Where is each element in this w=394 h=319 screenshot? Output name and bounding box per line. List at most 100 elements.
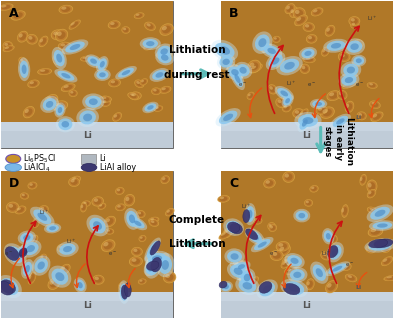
Ellipse shape [351,18,355,21]
Ellipse shape [140,79,147,85]
Ellipse shape [369,227,382,236]
Ellipse shape [40,70,45,72]
Ellipse shape [145,22,155,30]
Ellipse shape [347,67,355,73]
Ellipse shape [62,40,88,55]
Ellipse shape [54,56,60,63]
Ellipse shape [156,107,159,109]
Ellipse shape [52,100,68,111]
Ellipse shape [282,95,290,101]
Ellipse shape [121,26,130,34]
Ellipse shape [294,15,308,26]
Ellipse shape [303,117,314,124]
Ellipse shape [369,239,388,248]
Ellipse shape [285,4,295,13]
Ellipse shape [165,208,175,216]
Ellipse shape [284,259,288,263]
Ellipse shape [302,56,316,63]
Ellipse shape [316,106,328,115]
Ellipse shape [5,247,19,261]
Ellipse shape [278,245,290,256]
Ellipse shape [82,93,104,110]
Ellipse shape [98,203,106,209]
Ellipse shape [132,258,136,262]
Ellipse shape [99,72,106,77]
Ellipse shape [229,63,233,70]
Ellipse shape [47,96,56,104]
FancyBboxPatch shape [1,1,173,122]
Ellipse shape [322,47,329,56]
Ellipse shape [32,219,39,227]
Ellipse shape [129,214,135,223]
Ellipse shape [134,12,145,19]
Ellipse shape [308,36,315,42]
Ellipse shape [132,93,136,96]
Ellipse shape [150,241,160,255]
Ellipse shape [228,62,234,71]
Ellipse shape [93,221,102,230]
Ellipse shape [59,246,63,249]
Ellipse shape [167,210,173,215]
Ellipse shape [345,82,354,87]
Ellipse shape [247,209,254,213]
Ellipse shape [266,52,285,70]
Ellipse shape [25,109,29,113]
Ellipse shape [91,97,97,108]
Ellipse shape [296,211,308,221]
Ellipse shape [0,278,19,295]
Ellipse shape [117,205,121,208]
Ellipse shape [20,61,29,78]
Ellipse shape [271,251,282,260]
Ellipse shape [331,236,336,242]
Ellipse shape [7,246,24,263]
Ellipse shape [39,36,48,47]
Ellipse shape [136,81,142,86]
Ellipse shape [162,87,169,92]
Ellipse shape [28,235,37,246]
Ellipse shape [328,263,346,274]
Ellipse shape [156,107,161,111]
Ellipse shape [279,243,283,247]
Ellipse shape [273,252,277,256]
Ellipse shape [136,81,140,84]
Ellipse shape [336,118,345,124]
Ellipse shape [263,46,270,51]
Ellipse shape [230,223,242,234]
Ellipse shape [56,116,75,132]
Ellipse shape [38,69,51,75]
Ellipse shape [261,44,272,52]
Ellipse shape [331,43,341,48]
Text: e$^-$: e$^-$ [345,261,354,269]
Ellipse shape [79,110,96,124]
Ellipse shape [61,121,69,128]
Ellipse shape [5,43,11,48]
Ellipse shape [138,279,146,284]
Ellipse shape [301,48,314,58]
Ellipse shape [247,276,259,287]
Ellipse shape [143,39,158,48]
Ellipse shape [287,267,307,283]
Ellipse shape [369,208,376,213]
Ellipse shape [57,244,67,252]
Ellipse shape [61,7,67,10]
Ellipse shape [366,180,377,193]
Ellipse shape [102,97,106,99]
Ellipse shape [122,287,126,297]
Ellipse shape [303,56,315,63]
Text: Li: Li [303,130,311,140]
Ellipse shape [347,41,362,53]
Ellipse shape [255,219,258,221]
Ellipse shape [108,78,121,87]
Ellipse shape [149,217,159,223]
Ellipse shape [125,283,131,297]
Ellipse shape [364,238,394,253]
Ellipse shape [325,280,338,293]
Ellipse shape [322,109,328,113]
Ellipse shape [224,55,231,60]
Ellipse shape [59,42,71,50]
Ellipse shape [161,176,169,183]
Ellipse shape [55,29,68,42]
Ellipse shape [71,22,75,26]
Ellipse shape [145,45,149,48]
Ellipse shape [279,247,284,251]
